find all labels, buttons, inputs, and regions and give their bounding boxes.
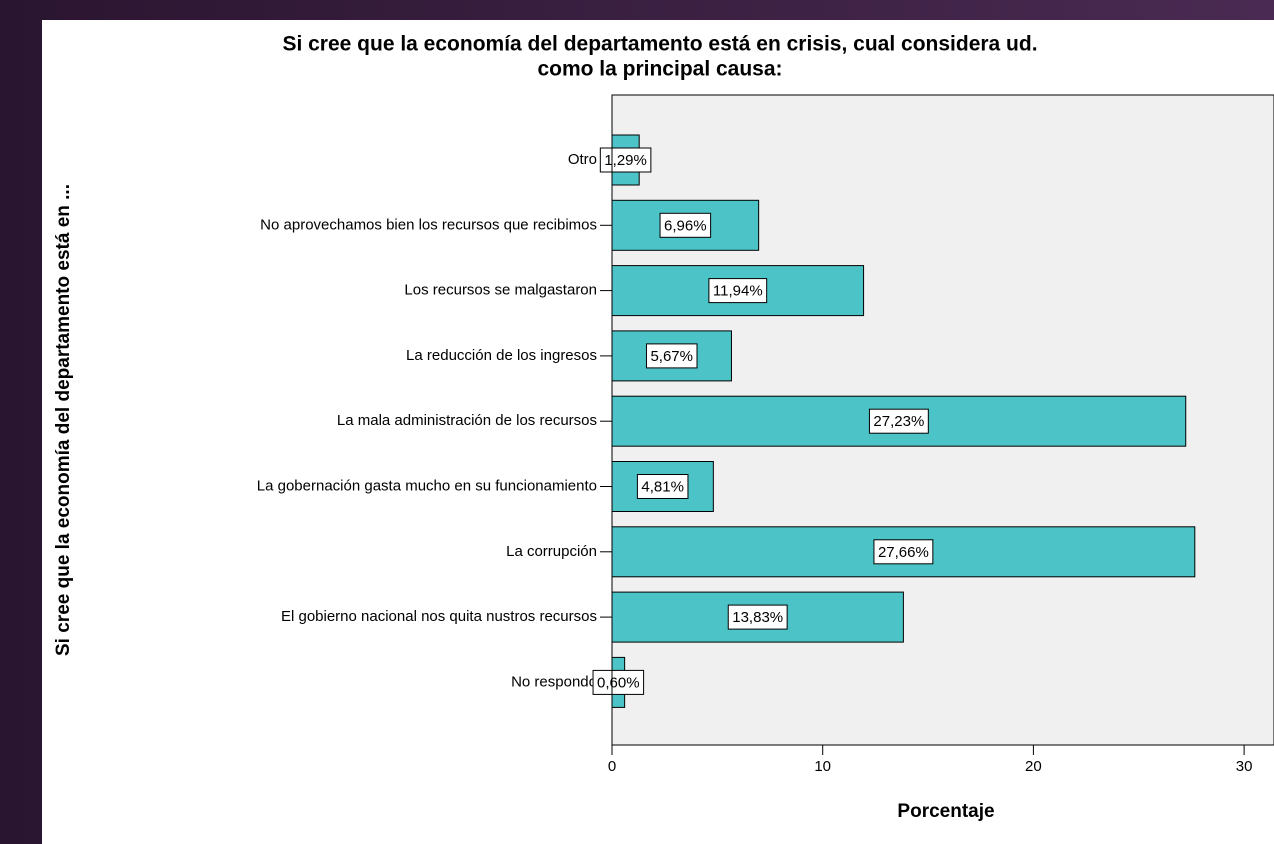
- x-tick-label: 0: [608, 758, 616, 775]
- value-label: 27,66%: [878, 544, 929, 561]
- y-axis-label: Si cree que la economía del departamento…: [53, 184, 74, 656]
- value-label: 5,67%: [650, 348, 693, 365]
- value-label: 0,60%: [597, 674, 640, 691]
- x-tick-label: 10: [814, 758, 831, 775]
- x-tick-label: 30: [1236, 758, 1253, 775]
- value-label-box: [659, 212, 712, 238]
- value-label-box: [636, 474, 689, 499]
- value-label: 1,29%: [604, 152, 647, 169]
- y-tick-label: La corrupción: [506, 543, 597, 560]
- value-label: 4,81%: [641, 478, 684, 495]
- chart-title: como la principal causa:: [537, 58, 782, 81]
- x-axis-label: Porcentaje: [897, 801, 994, 822]
- y-tick-label: El gobierno nacional nos quita nustros r…: [281, 608, 597, 625]
- value-label-box: [727, 604, 788, 630]
- value-label-box: [592, 669, 645, 695]
- x-tick-label: 20: [1025, 758, 1042, 775]
- value-label-box: [599, 147, 652, 173]
- value-label: 13,83%: [732, 609, 783, 626]
- y-tick-label: Otro: [568, 151, 597, 168]
- value-label: 27,23%: [873, 413, 924, 430]
- y-tick-label: La mala administración de los recursos: [337, 412, 597, 429]
- y-tick-label: La gobernación gasta mucho en su funcion…: [257, 477, 597, 494]
- y-tick-label: Los recursos se malgastaron: [404, 282, 597, 299]
- y-tick-label: No aprovechamos bien los recursos que re…: [260, 216, 597, 233]
- value-label: 6,96%: [664, 217, 707, 234]
- value-label: 11,94%: [713, 283, 763, 300]
- y-tick-label: La reducción de los ingresos: [406, 347, 597, 364]
- value-label-box: [708, 278, 768, 304]
- value-label-box: [868, 408, 929, 434]
- y-tick-label: No respondo: [511, 673, 597, 690]
- value-label-box: [873, 539, 934, 565]
- value-label-box: [645, 343, 698, 369]
- chart-title: Si cree que la economía del departamento…: [282, 33, 1037, 56]
